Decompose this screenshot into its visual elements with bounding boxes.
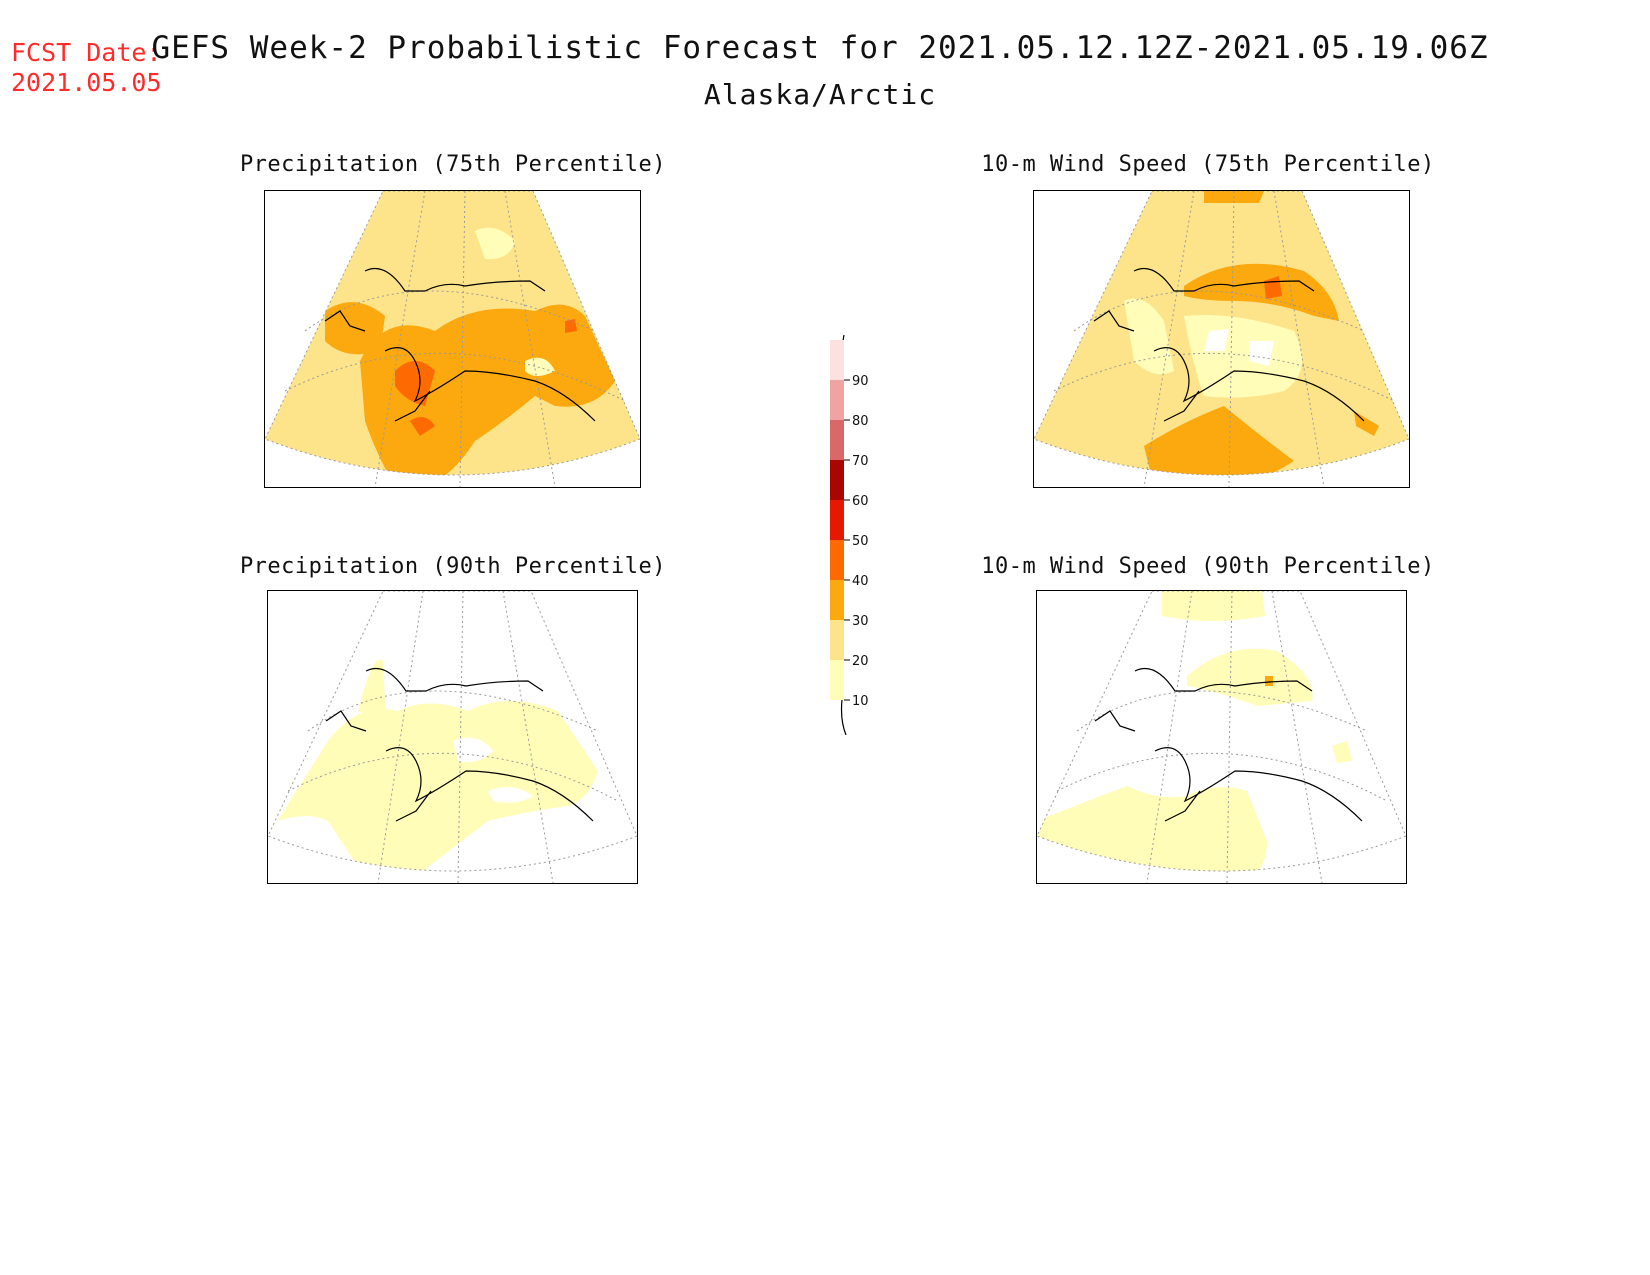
colorbar: 10 20 30 40 50 60 70 80 90	[820, 334, 910, 736]
colorbar-box-4	[830, 500, 844, 540]
colorbar-box-8	[830, 340, 844, 380]
map-precip-75	[264, 190, 641, 488]
colorbar-label-40: 40	[852, 574, 869, 589]
forecast-date-label: FCST Date: 2021.05.05	[11, 38, 162, 98]
colorbar-box-5	[830, 460, 844, 500]
map-wind-90	[1036, 590, 1407, 884]
colorbar-bottom-arrow	[840, 699, 847, 736]
map-wind-75	[1033, 190, 1410, 488]
colorbar-label-10: 10	[852, 694, 869, 709]
colorbar-box-0	[830, 660, 844, 700]
colorbar-box-7	[830, 380, 844, 420]
panel-title-precip-90: Precipitation (90th Percentile)	[239, 554, 667, 579]
colorbar-box-1	[830, 620, 844, 660]
colorbar-label-50: 50	[852, 534, 869, 549]
page-subtitle: Alaska/Arctic	[703, 78, 937, 111]
panel-title-precip-75: Precipitation (75th Percentile)	[239, 152, 667, 177]
colorbar-svg: 10 20 30 40 50 60 70 80 90	[830, 334, 869, 736]
map-precip-90	[267, 590, 638, 884]
colorbar-box-2	[830, 580, 844, 620]
colorbar-label-20: 20	[852, 654, 869, 669]
colorbar-label-30: 30	[852, 614, 869, 629]
colorbar-box-3	[830, 540, 844, 580]
colorbar-label-60: 60	[852, 494, 869, 509]
colorbar-label-90: 90	[852, 374, 869, 389]
colorbar-box-6	[830, 420, 844, 460]
fcst-label: FCST Date:	[11, 38, 162, 67]
page-title: GEFS Week-2 Probabilistic Forecast for 2…	[151, 30, 1489, 66]
colorbar-label-70: 70	[852, 454, 869, 469]
fcst-date: 2021.05.05	[11, 68, 162, 97]
panel-title-wind-90: 10-m Wind Speed (90th Percentile)	[981, 554, 1435, 579]
colorbar-label-80: 80	[852, 414, 869, 429]
panel-title-wind-75: 10-m Wind Speed (75th Percentile)	[981, 152, 1435, 177]
